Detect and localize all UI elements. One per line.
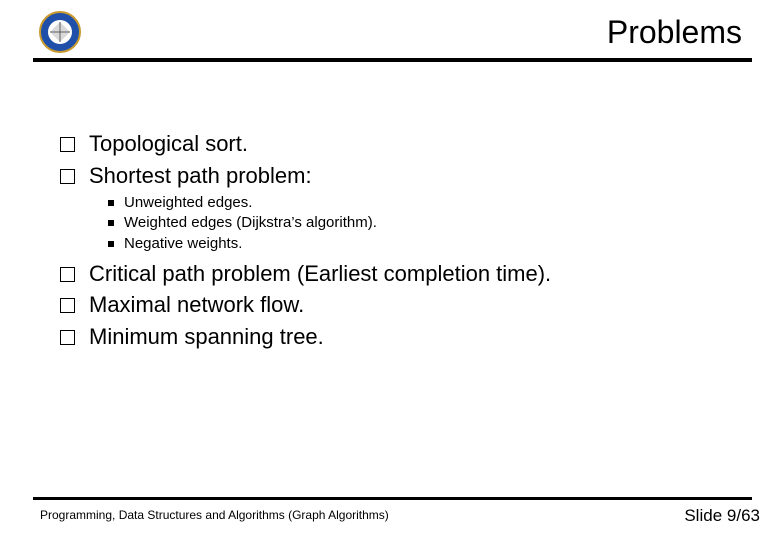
list-item-l2-text: Unweighted edges.	[124, 193, 252, 213]
footer-rule	[33, 497, 752, 500]
list-item-l1-text: Maximal network flow.	[89, 291, 304, 319]
hollow-square-bullet-icon	[60, 298, 75, 313]
list-item-l2: Negative weights.	[108, 234, 740, 254]
content-list: Topological sort. Shortest path problem: U…	[60, 130, 740, 354]
square-bullet-icon	[108, 220, 114, 226]
list-item-l1-text: Critical path problem (Earliest completi…	[89, 260, 551, 288]
list-item-l1-text: Shortest path problem:	[89, 162, 312, 190]
sublist: Unweighted edges.Weighted edges (Dijkstr…	[108, 193, 740, 254]
list-item-l2: Unweighted edges.	[108, 193, 740, 213]
list-item-l1: Critical path problem (Earliest completi…	[60, 260, 740, 288]
hollow-square-bullet-icon	[60, 169, 75, 184]
footer-course-title: Programming, Data Structures and Algorit…	[40, 508, 389, 522]
list-item-l1-text: Minimum spanning tree.	[89, 323, 324, 351]
footer-page-number: Slide 9/63	[684, 506, 760, 526]
title-rule	[33, 58, 752, 62]
slide-title: Problems	[607, 14, 742, 51]
header: Problems	[0, 0, 780, 62]
logo-seal-icon	[38, 10, 82, 59]
list-item-l1: Minimum spanning tree.	[60, 323, 740, 351]
footer-page-total: 63	[741, 506, 760, 525]
list-item-l1: Topological sort.	[60, 130, 740, 158]
square-bullet-icon	[108, 200, 114, 206]
hollow-square-bullet-icon	[60, 267, 75, 282]
list-item-l1: Shortest path problem:	[60, 162, 740, 190]
list-item-l2: Weighted edges (Dijkstra’s algorithm).	[108, 213, 740, 233]
list-item-l2-text: Negative weights.	[124, 234, 242, 254]
list-item-l1-text: Topological sort.	[89, 130, 248, 158]
list-item-l2-text: Weighted edges (Dijkstra’s algorithm).	[124, 213, 377, 233]
hollow-square-bullet-icon	[60, 137, 75, 152]
footer-slide-prefix: Slide	[684, 506, 727, 525]
footer-page-current: 9	[727, 506, 736, 525]
hollow-square-bullet-icon	[60, 330, 75, 345]
slide: Problems Topological sort. Shortest path …	[0, 0, 780, 540]
square-bullet-icon	[108, 241, 114, 247]
list-item-l1: Maximal network flow.	[60, 291, 740, 319]
